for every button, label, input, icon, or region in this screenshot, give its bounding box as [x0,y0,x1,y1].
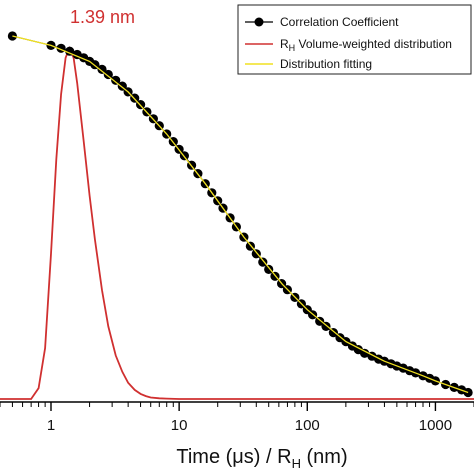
plot-area [0,31,474,400]
legend-label-fitting: Distribution fitting [280,57,372,71]
x-tick-label: 1 [47,417,55,434]
legend-label-distribution-tail: Volume-weighted distribution [295,37,452,51]
data-point-correlation [321,321,331,331]
x-tick-label: 100 [295,417,320,434]
series-line-distribution [0,45,474,400]
data-point-correlation [315,316,325,326]
legend-label-distribution: RH Volume-weighted distribution [280,37,452,53]
legend-box [237,4,472,75]
series-line-fitting [12,35,469,394]
data-point-correlation [264,264,274,274]
x-axis-title-sub: H [292,456,301,471]
legend-label-distribution-sub: H [289,43,296,53]
x-axis: 1 10 100 1000 [0,401,474,434]
x-tick-label: 10 [171,417,188,434]
legend-label-distribution-main: R [280,37,289,51]
legend-label-correlation: Correlation Coefficient [280,15,399,29]
x-axis-title-tail: (nm) [301,446,348,468]
data-point-correlation [111,75,121,85]
data-point-correlation [328,328,338,338]
data-point-correlation [360,348,370,358]
peak-annotation: 1.39 nm [70,7,135,27]
legend: Correlation Coefficient RH Volume-weight… [237,4,472,75]
data-point-correlation [258,257,268,267]
x-axis-title-main: Time (μs) / R [176,446,291,468]
data-point-correlation [103,69,113,80]
legend-marker-correlation [254,17,264,27]
x-tick-label: 1000 [419,417,452,434]
x-axis-title: Time (μs) / RH (nm) [176,446,347,471]
data-point-correlation [97,64,107,74]
series-line-correlation [12,35,469,393]
